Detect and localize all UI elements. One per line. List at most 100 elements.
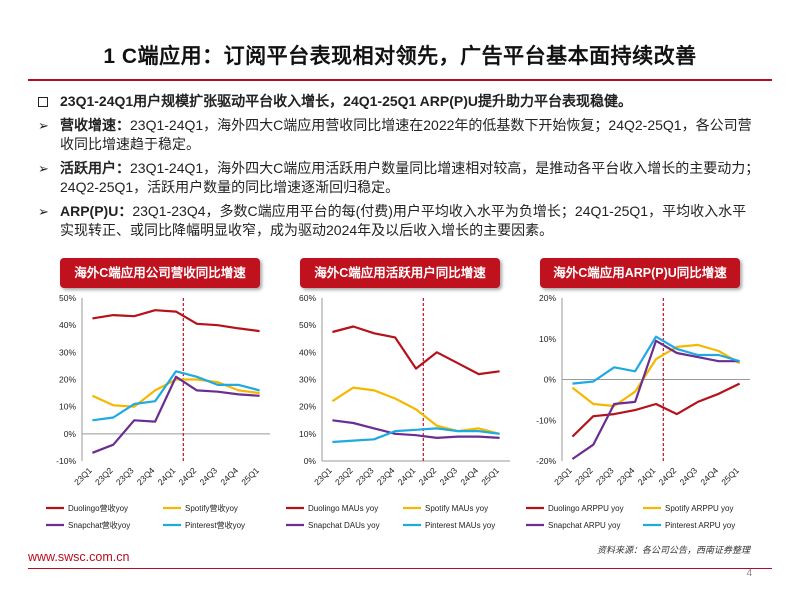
series-line (332, 427, 500, 444)
active-users-growth-chart: 海外C端应用活跃用户同比增速 0% 10% 20% 30% 40% 50% 60% 23Q1 2… (280, 258, 520, 543)
legend-label: Snapchat DAUs yoy (308, 521, 380, 530)
x-tick-label: 24Q3 (677, 465, 699, 487)
y-tick-label: 40% (299, 347, 316, 357)
source-note: 资料来源：各公司公告，西南证券整理 (596, 545, 750, 555)
x-tick-label: 25Q1 (719, 465, 741, 487)
y-tick-label: 40% (59, 320, 76, 330)
arppu-growth-chart: 海外C端应用ARP(P)U同比增速 -20% -10% 0% 10% 20% 23Q1 23… (520, 258, 760, 543)
footer-divider (28, 568, 772, 569)
y-tick-label: 0% (544, 375, 557, 385)
x-tick-label: 23Q3 (114, 465, 136, 487)
bullet-text: 23Q1-24Q1，海外四大C端应用活跃用户数量同比增速相对较高，是推动各平台收… (60, 160, 760, 195)
x-tick-label: 25Q1 (479, 465, 501, 487)
y-tick-label: 30% (299, 375, 316, 385)
y-tick-label: 20% (539, 293, 556, 303)
x-tick-label: 23Q2 (573, 465, 595, 487)
y-tick-label: 20% (59, 375, 76, 385)
y-tick-label: 50% (59, 293, 76, 303)
active-users-growth-plot: 0% 10% 20% 30% 40% 50% 60% 23Q1 23Q2 23Q3 23Q4 24Q1… (286, 293, 510, 530)
y-tick-label: 10% (539, 334, 556, 344)
arrow-bullet-icon: ➢ (38, 118, 49, 133)
y-tick-label: 0% (64, 429, 77, 439)
y-tick-label: 60% (299, 293, 316, 303)
legend-label: Snapchat ARPU yoy (548, 521, 620, 530)
x-tick-label: 23Q2 (93, 465, 115, 487)
chart-title: 海外C端应用ARP(P)U同比增速 (540, 258, 740, 288)
series-line (572, 335, 740, 385)
x-tick-label: 25Q1 (239, 465, 261, 487)
series-line (331, 386, 500, 435)
bullet-head: 营收增速： (60, 117, 130, 133)
legend-label: Duolingo MAUs yoy (308, 504, 378, 513)
x-tick-label: 23Q4 (615, 465, 637, 487)
revenue-growth-chart: 海外C端应用公司营收同比增速 -10% 0% 10% 20% 30% 40% 50% 23Q1… (40, 258, 280, 543)
revenue-growth-plot: -10%0%10%20%30%40%50%23Q1 23Q2 23Q3 23Q4 24Q… (46, 293, 270, 530)
bullet-item: 23Q1-24Q1用户规模扩张驱动平台收入增长，24Q1-25Q1 ARP(P)… (38, 92, 760, 111)
bullet-head: 活跃用户： (60, 160, 130, 176)
x-tick-label: 24Q1 (636, 465, 658, 487)
y-tick-label: -10% (56, 456, 76, 466)
legend-label: Spotify MAUs yoy (425, 504, 488, 513)
series-line (92, 309, 260, 333)
y-tick-label: 20% (299, 402, 316, 412)
footer-url[interactable]: www.swsc.com.cn (28, 550, 130, 564)
x-tick-label: 24Q2 (657, 465, 679, 487)
page-title: 1 C端应用：订阅平台表现相对领先，广告平台基本面持续改善 (103, 45, 697, 68)
y-tick-label: -10% (536, 415, 556, 425)
x-tick-label: 24Q2 (417, 465, 439, 487)
bullet-item: ➢ 活跃用户：23Q1-24Q1，海外四大C端应用活跃用户数量同比增速相对较高，… (38, 159, 760, 197)
x-tick-label: 23Q1 (552, 465, 574, 487)
bullet-text: 23Q1-24Q1，海外四大C端应用营收同比增速在2022年的低基数下开始恢复；… (60, 117, 752, 152)
arrow-bullet-icon: ➢ (38, 204, 49, 219)
y-tick-label: 50% (299, 320, 316, 330)
series-line (332, 325, 500, 376)
x-tick-label: 23Q1 (312, 465, 334, 487)
page-number: 4 (746, 568, 752, 579)
x-tick-label: 23Q2 (333, 465, 355, 487)
chart-title: 海外C端应用活跃用户同比增速 (300, 258, 500, 288)
x-tick-label: 24Q3 (437, 465, 459, 487)
x-tick-label: 24Q2 (177, 465, 199, 487)
series-line (571, 343, 741, 408)
x-tick-label: 24Q3 (197, 465, 219, 487)
x-tick-label: 23Q4 (375, 465, 397, 487)
series-line (92, 370, 260, 422)
y-tick-label: -20% (536, 456, 556, 466)
legend-label: Spotify ARPPU yoy (665, 504, 733, 513)
legend-label: Snapchat营收yoy (68, 520, 130, 530)
bullet-text: 23Q1-24Q1用户规模扩张驱动平台收入增长，24Q1-25Q1 ARP(P)… (60, 93, 633, 109)
legend-label: Spotify营收yoy (185, 503, 238, 513)
title-divider (28, 79, 772, 81)
x-tick-label: 23Q3 (354, 465, 376, 487)
legend-label: Pinterest ARPU yoy (665, 521, 735, 530)
x-tick-label: 23Q4 (135, 465, 157, 487)
chart-title: 海外C端应用公司营收同比增速 (60, 258, 260, 288)
x-tick-label: 24Q1 (396, 465, 418, 487)
bullet-list: 23Q1-24Q1用户规模扩张驱动平台收入增长，24Q1-25Q1 ARP(P)… (38, 92, 760, 245)
bullet-text: 23Q1-23Q4，多数C端应用平台的每(付费)用户平均收入水平为负增长；24Q… (60, 203, 747, 238)
legend-label: Duolingo营收yoy (68, 503, 128, 513)
x-tick-label: 23Q1 (72, 465, 94, 487)
x-tick-label: 24Q4 (458, 465, 480, 487)
x-tick-label: 24Q4 (218, 465, 240, 487)
y-tick-label: 30% (59, 347, 76, 357)
legend-label: Pinterest MAUs yoy (425, 521, 495, 530)
series-line (332, 419, 500, 439)
series-line (571, 339, 740, 460)
x-tick-label: 23Q3 (594, 465, 616, 487)
bullet-head: ARP(P)U： (60, 203, 133, 219)
arrow-bullet-icon: ➢ (38, 161, 49, 176)
y-tick-label: 10% (299, 429, 316, 439)
legend-label: Pinterest营收yoy (185, 520, 245, 530)
series-line (91, 378, 260, 408)
y-tick-label: 0% (304, 456, 317, 466)
legend-label: Duolingo ARPPU yoy (548, 504, 624, 513)
arppu-growth-plot: -20% -10% 0% 10% 20% 23Q1 23Q2 23Q3 23Q4 24Q1 24Q2… (526, 293, 750, 530)
series-line (571, 382, 741, 438)
series-line (92, 375, 260, 454)
square-bullet-icon (38, 97, 48, 107)
y-tick-label: 10% (59, 402, 76, 412)
bullet-item: ➢ ARP(P)U：23Q1-23Q4，多数C端应用平台的每(付费)用户平均收入… (38, 202, 760, 240)
bullet-item: ➢ 营收增速：23Q1-24Q1，海外四大C端应用营收同比增速在2022年的低基… (38, 116, 760, 154)
x-tick-label: 24Q1 (156, 465, 178, 487)
